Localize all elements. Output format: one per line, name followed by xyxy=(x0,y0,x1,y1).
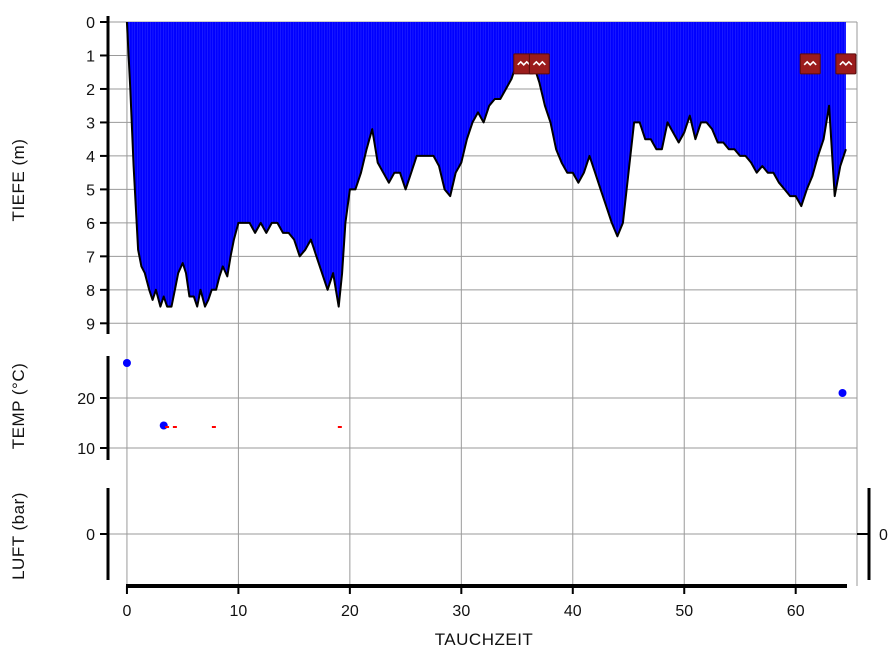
wave-event-icon-glyph xyxy=(517,60,531,66)
time-tick-label: 0 xyxy=(122,603,131,620)
temp-tick-label: 10 xyxy=(77,441,95,458)
depth-tick-label: 2 xyxy=(86,82,95,99)
wave-event-icon xyxy=(528,53,550,75)
time-tick-label: 60 xyxy=(787,603,805,620)
wave-event-icon xyxy=(799,53,821,75)
air-axis-title: LUFT (bar) xyxy=(9,492,28,580)
temp-axis-title: TEMP (°C) xyxy=(9,363,28,450)
depth-tick-label: 7 xyxy=(86,249,95,266)
axis-labels: TAUCHZEIT TIEFE (m) TEMP (°C) LUFT (bar) xyxy=(9,139,533,649)
event-icons xyxy=(513,53,857,75)
axes: 0 1 2 3 4 5 6 7 8 9 10 20 0 0 0 10 20 30 40 50 60 xyxy=(77,15,888,620)
depth-area xyxy=(126,22,846,307)
depth-profile xyxy=(125,21,847,308)
x-axis-title: TAUCHZEIT xyxy=(435,630,534,649)
temperature-plot xyxy=(122,359,847,430)
wave-event-icon-glyph xyxy=(532,60,546,66)
air-right-tick-label: 0 xyxy=(879,527,888,544)
temp-point xyxy=(838,389,847,397)
wave-event-icon xyxy=(835,53,857,75)
air-tick-label: 0 xyxy=(86,527,95,544)
depth-tick-label: 9 xyxy=(86,316,95,333)
depth-tick-label: 8 xyxy=(86,283,95,300)
depth-tick-label: 6 xyxy=(86,216,95,233)
time-tick-label: 20 xyxy=(341,603,359,620)
time-tick-label: 40 xyxy=(564,603,582,620)
depth-tick-label: 1 xyxy=(86,48,95,65)
temp-tick-label: 20 xyxy=(77,391,95,408)
time-tick-label: 10 xyxy=(230,603,248,620)
wave-event-icon-glyph xyxy=(839,60,853,66)
depth-tick-label: 4 xyxy=(86,149,95,166)
depth-tick-label: 3 xyxy=(86,115,95,132)
time-tick-label: 30 xyxy=(452,603,470,620)
time-tick-label: 50 xyxy=(675,603,693,620)
depth-line xyxy=(125,21,847,308)
temp-point xyxy=(159,421,168,430)
depth-axis-title: TIEFE (m) xyxy=(9,139,28,222)
depth-tick-label: 0 xyxy=(86,15,95,32)
temp-point xyxy=(122,359,131,367)
wave-event-icon-glyph xyxy=(803,60,817,66)
depth-tick-label: 5 xyxy=(86,182,95,199)
